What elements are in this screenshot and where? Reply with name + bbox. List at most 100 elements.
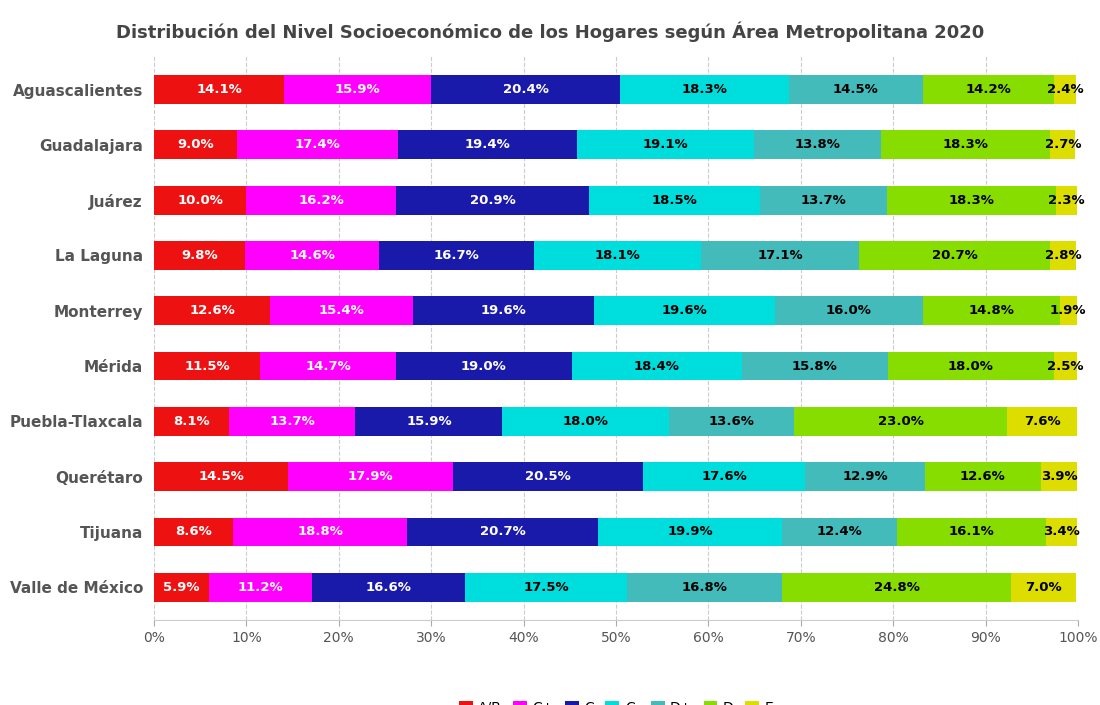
Bar (154, 241, 244, 270)
Text: 8.6%: 8.6% (175, 525, 212, 539)
Bar (794, 407, 1006, 436)
Bar (244, 241, 380, 270)
Text: 20.4%: 20.4% (503, 83, 549, 96)
Bar (1054, 352, 1077, 381)
Bar (154, 462, 288, 491)
Bar (396, 186, 590, 214)
Bar (619, 75, 789, 104)
Text: 14.7%: 14.7% (306, 360, 351, 372)
Text: 13.7%: 13.7% (270, 415, 315, 428)
Text: 18.5%: 18.5% (652, 194, 697, 207)
Text: 14.1%: 14.1% (196, 83, 242, 96)
Text: 12.6%: 12.6% (960, 470, 1005, 483)
Text: 1.9%: 1.9% (1050, 305, 1087, 317)
Bar (154, 75, 284, 104)
Bar (407, 517, 598, 546)
Text: 15.9%: 15.9% (406, 415, 452, 428)
Text: 14.8%: 14.8% (968, 305, 1014, 317)
Bar (312, 573, 465, 601)
Text: 19.6%: 19.6% (481, 305, 526, 317)
Bar (896, 517, 1046, 546)
Text: Distribución del Nivel Socioeconómico de los Hogares según Área Metropolitana 20: Distribución del Nivel Socioeconómico de… (116, 21, 984, 42)
Text: 2.4%: 2.4% (1047, 83, 1084, 96)
Text: 17.9%: 17.9% (348, 470, 394, 483)
Bar (238, 130, 398, 159)
Bar (1006, 407, 1077, 436)
Text: 14.2%: 14.2% (966, 83, 1011, 96)
Text: 13.7%: 13.7% (801, 194, 846, 207)
Text: 19.6%: 19.6% (661, 305, 707, 317)
Bar (782, 517, 896, 546)
Bar (642, 462, 805, 491)
Bar (284, 75, 431, 104)
Bar (246, 186, 396, 214)
Bar (398, 130, 578, 159)
Text: 16.8%: 16.8% (682, 581, 727, 594)
Bar (782, 573, 1012, 601)
Text: 2.7%: 2.7% (1045, 138, 1081, 152)
Bar (1041, 462, 1077, 491)
Bar (396, 352, 572, 381)
Bar (701, 241, 859, 270)
Bar (229, 407, 355, 436)
Bar (379, 241, 534, 270)
Bar (572, 352, 741, 381)
Bar (431, 75, 619, 104)
Text: 15.4%: 15.4% (319, 305, 364, 317)
Bar (453, 462, 642, 491)
Bar (1059, 296, 1077, 325)
Text: 19.9%: 19.9% (668, 525, 713, 539)
Text: 3.9%: 3.9% (1041, 470, 1077, 483)
Bar (859, 241, 1050, 270)
Bar (154, 352, 261, 381)
Text: 19.0%: 19.0% (461, 360, 507, 372)
Legend: A/B, C+, C, C-, D+, D, E: A/B, C+, C, C-, D+, D, E (453, 695, 779, 705)
Text: 16.2%: 16.2% (298, 194, 344, 207)
Bar (154, 573, 209, 601)
Bar (1050, 130, 1075, 159)
Bar (923, 75, 1054, 104)
Text: 13.8%: 13.8% (794, 138, 840, 152)
Bar (271, 296, 412, 325)
Bar (154, 296, 271, 325)
Text: 18.0%: 18.0% (562, 415, 608, 428)
Text: 12.4%: 12.4% (816, 525, 862, 539)
Text: 2.3%: 2.3% (1048, 194, 1085, 207)
Bar (1054, 75, 1076, 104)
Bar (598, 517, 782, 546)
Bar (154, 407, 229, 436)
Text: 19.4%: 19.4% (464, 138, 510, 152)
Bar (154, 130, 238, 159)
Bar (154, 517, 233, 546)
Text: 18.3%: 18.3% (681, 83, 727, 96)
Bar (741, 352, 888, 381)
Text: 20.7%: 20.7% (480, 525, 526, 539)
Text: 12.6%: 12.6% (189, 305, 235, 317)
Text: 10.0%: 10.0% (177, 194, 223, 207)
Bar (233, 517, 407, 546)
Text: 3.4%: 3.4% (1043, 525, 1080, 539)
Text: 16.7%: 16.7% (433, 249, 480, 262)
Text: 11.2%: 11.2% (238, 581, 283, 594)
Text: 11.5%: 11.5% (185, 360, 230, 372)
Text: 14.5%: 14.5% (198, 470, 244, 483)
Text: 7.6%: 7.6% (1024, 415, 1060, 428)
Text: 16.0%: 16.0% (826, 305, 872, 317)
Bar (261, 352, 396, 381)
Text: 17.1%: 17.1% (757, 249, 803, 262)
Bar (805, 462, 925, 491)
Text: 16.1%: 16.1% (948, 525, 994, 539)
Bar (789, 75, 923, 104)
Bar (774, 296, 923, 325)
Text: 14.6%: 14.6% (289, 249, 334, 262)
Bar (412, 296, 594, 325)
Text: 19.1%: 19.1% (642, 138, 689, 152)
Text: 17.5%: 17.5% (524, 581, 569, 594)
Bar (923, 296, 1059, 325)
Bar (1012, 573, 1076, 601)
Text: 15.8%: 15.8% (792, 360, 837, 372)
Bar (887, 186, 1056, 214)
Text: 18.3%: 18.3% (943, 138, 989, 152)
Text: 18.0%: 18.0% (948, 360, 993, 372)
Bar (534, 241, 701, 270)
